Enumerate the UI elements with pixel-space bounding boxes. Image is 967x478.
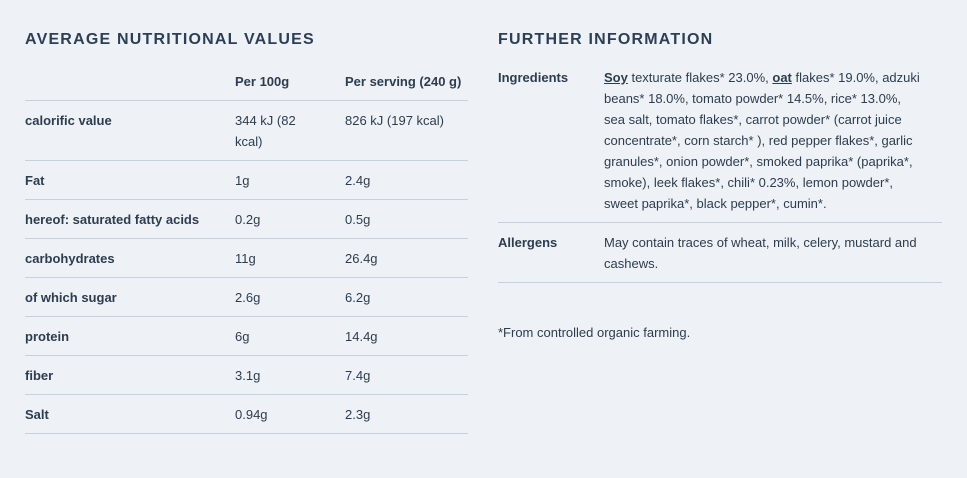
nutrition-table: Per 100g Per serving (240 g) calorific v… (25, 62, 468, 434)
header-row: Per 100g Per serving (240 g) (25, 62, 468, 101)
nutrient-value: 2.4g (345, 160, 468, 200)
nutrient-value: 6.2g (345, 277, 468, 317)
table-row: protein 6g 14.4g (25, 316, 468, 356)
nutrient-value: 3.1g (235, 355, 345, 395)
allergens-text: May contain traces of wheat, milk, celer… (604, 222, 942, 283)
nutrient-name: calorific value (25, 100, 235, 161)
nutrient-value: 0.2g (235, 199, 345, 239)
nutrient-name: protein (25, 316, 235, 356)
info-row: Allergens May contain traces of wheat, m… (498, 222, 942, 283)
nutrient-name: of which sugar (25, 277, 235, 317)
nutrient-value: 7.4g (345, 355, 468, 395)
table-row: carbohydrates 11g 26.4g (25, 238, 468, 278)
info-table: Ingredients Soy texturate flakes* 23.0%,… (498, 58, 942, 283)
table-body: calorific value 344 kJ (82 kcal) 826 kJ (1… (25, 100, 468, 434)
nutrient-value: 344 kJ (82 kcal) (235, 100, 345, 161)
info-label: Ingredients (498, 58, 604, 223)
header-cell: Per serving (240 g) (345, 62, 468, 101)
info-row: Ingredients Soy texturate flakes* 23.0%,… (498, 58, 942, 223)
nutrient-name: carbohydrates (25, 238, 235, 278)
section-title: FURTHER INFORMATION (498, 31, 714, 48)
header-cell (25, 62, 235, 101)
text: texturate flakes* 23.0%, (627, 70, 773, 85)
text: flakes* 19.0%, adzuki beans* 18.0%, toma… (604, 70, 920, 211)
nutrient-value: 0.94g (235, 394, 345, 434)
nutrient-value: 11g (235, 238, 345, 278)
nutrient-value: 1g (235, 160, 345, 200)
nutrient-value: 14.4g (345, 316, 468, 356)
table-row: Salt 0.94g 2.3g (25, 394, 468, 434)
nutrient-name: Salt (25, 394, 235, 434)
table-row: hereof: saturated fatty acids 0.2g 0.5g (25, 199, 468, 239)
ingredients-text: Soy texturate flakes* 23.0%, oat flakes*… (604, 58, 942, 223)
section-title: AVERAGE NUTRITIONAL VALUES (25, 31, 315, 48)
nutrient-name: hereof: saturated fatty acids (25, 199, 235, 239)
table-row: of which sugar 2.6g 6.2g (25, 277, 468, 317)
nutrient-value: 2.3g (345, 394, 468, 434)
nutrient-value: 0.5g (345, 199, 468, 239)
table-row: fiber 3.1g 7.4g (25, 355, 468, 395)
nutrient-name: Fat (25, 160, 235, 200)
table-row: calorific value 344 kJ (82 kcal) 826 kJ (1… (25, 100, 468, 161)
nutrient-value: 826 kJ (197 kcal) (345, 100, 468, 161)
info-label: Allergens (498, 222, 604, 283)
nutrient-value: 2.6g (235, 277, 345, 317)
nutrient-name: fiber (25, 355, 235, 395)
allergen-highlight: Soy (604, 70, 628, 85)
allergen-highlight: oat (772, 70, 792, 85)
nutrient-value: 26.4g (345, 238, 468, 278)
header-cell: Per 100g (235, 62, 345, 101)
footnote: *From controlled organic farming. (498, 325, 691, 340)
table-row: Fat 1g 2.4g (25, 160, 468, 200)
nutrient-value: 6g (235, 316, 345, 356)
